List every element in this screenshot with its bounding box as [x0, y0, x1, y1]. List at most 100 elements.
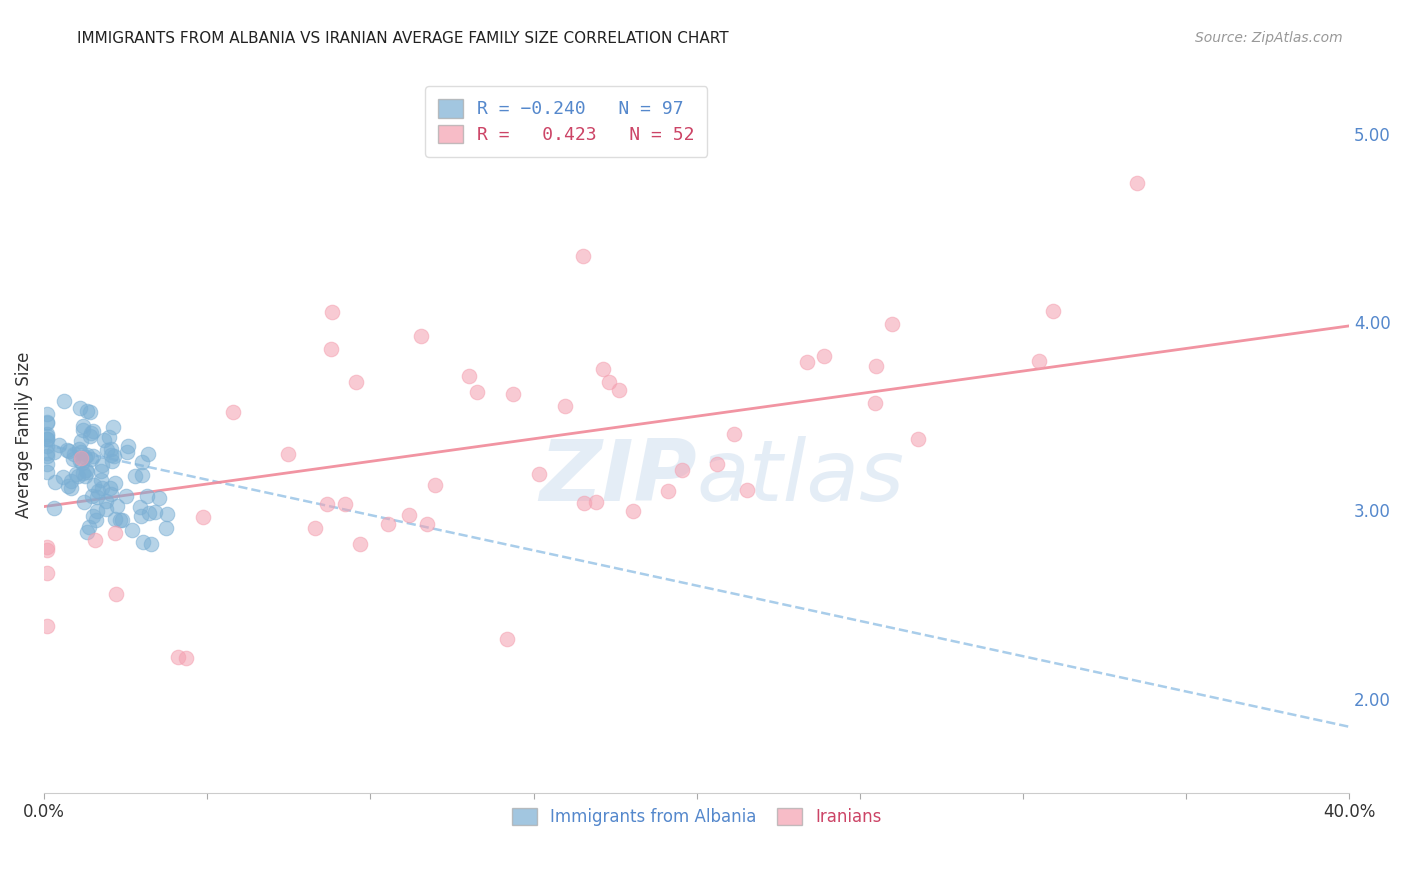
Point: [100, 486, 122, 500]
Point: [344, 375, 367, 389]
Point: [117, 444, 139, 458]
Point: [37, 416, 59, 430]
Point: [117, 439, 139, 453]
Point: [83, 533, 105, 547]
Point: [52, 470, 75, 484]
Point: [58, 479, 80, 493]
Point: [60, 481, 83, 495]
Point: [100, 454, 122, 468]
Point: [907, 432, 929, 446]
Point: [69, 445, 91, 459]
Point: [79, 405, 101, 419]
Point: [62, 447, 84, 461]
Point: [193, 510, 215, 524]
Point: [37, 465, 59, 479]
Point: [121, 523, 143, 537]
Point: [80, 489, 103, 503]
Point: [105, 499, 128, 513]
Point: [572, 496, 595, 510]
Point: [104, 512, 127, 526]
Point: [104, 475, 127, 490]
Text: atlas: atlas: [697, 436, 904, 519]
Point: [82, 509, 104, 524]
Point: [129, 500, 152, 515]
Point: [69, 401, 91, 416]
Point: [554, 400, 576, 414]
Point: [94, 502, 117, 516]
Point: [79, 429, 101, 443]
Point: [37, 416, 59, 430]
Point: [65, 467, 87, 481]
Point: [156, 507, 179, 521]
Point: [69, 442, 91, 457]
Point: [37, 542, 59, 557]
Point: [72, 466, 94, 480]
Point: [377, 516, 399, 531]
Point: [457, 369, 479, 384]
Point: [735, 483, 758, 498]
Point: [80, 425, 103, 440]
Point: [101, 420, 124, 434]
Point: [111, 513, 134, 527]
Point: [82, 425, 104, 439]
Point: [319, 343, 342, 357]
Point: [495, 632, 517, 646]
Point: [813, 349, 835, 363]
Point: [37, 432, 59, 446]
Point: [1042, 303, 1064, 318]
Point: [155, 521, 177, 535]
Point: [75, 463, 97, 477]
Point: [37, 619, 59, 633]
Point: [103, 526, 125, 541]
Point: [416, 516, 439, 531]
Point: [411, 329, 433, 343]
Point: [87, 484, 110, 499]
Point: [103, 449, 125, 463]
Point: [82, 449, 104, 463]
Point: [44, 475, 66, 490]
Point: [90, 463, 112, 477]
Point: [86, 513, 108, 527]
Point: [70, 450, 93, 465]
Point: [124, 468, 146, 483]
Point: [76, 465, 98, 479]
Point: [93, 434, 115, 448]
Point: [598, 375, 620, 389]
Point: [115, 489, 138, 503]
Point: [398, 508, 420, 522]
Point: [56, 443, 79, 458]
Point: [129, 509, 152, 524]
Point: [100, 442, 122, 457]
Point: [86, 503, 108, 517]
Point: [69, 454, 91, 468]
Point: [145, 504, 167, 518]
Point: [72, 419, 94, 434]
Point: [423, 477, 446, 491]
Legend: Immigrants from Albania, Iranians: Immigrants from Albania, Iranians: [503, 799, 890, 834]
Point: [62, 451, 84, 466]
Point: [42, 501, 65, 516]
Text: Source: ZipAtlas.com: Source: ZipAtlas.com: [1195, 31, 1343, 45]
Point: [83, 477, 105, 491]
Point: [73, 495, 96, 509]
Point: [76, 448, 98, 462]
Point: [79, 452, 101, 467]
Point: [48, 438, 70, 452]
Point: [53, 393, 76, 408]
Point: [86, 490, 108, 504]
Point: [96, 443, 118, 458]
Point: [148, 491, 170, 506]
Point: [70, 434, 93, 448]
Point: [863, 396, 886, 410]
Point: [90, 473, 112, 487]
Point: [138, 506, 160, 520]
Point: [706, 457, 728, 471]
Point: [76, 404, 98, 418]
Point: [104, 587, 127, 601]
Point: [100, 448, 122, 462]
Point: [136, 447, 159, 461]
Point: [529, 467, 551, 481]
Point: [37, 427, 59, 442]
Point: [316, 497, 339, 511]
Text: IMMIGRANTS FROM ALBANIA VS IRANIAN AVERAGE FAMILY SIZE CORRELATION CHART: IMMIGRANTS FROM ALBANIA VS IRANIAN AVERA…: [77, 31, 728, 46]
